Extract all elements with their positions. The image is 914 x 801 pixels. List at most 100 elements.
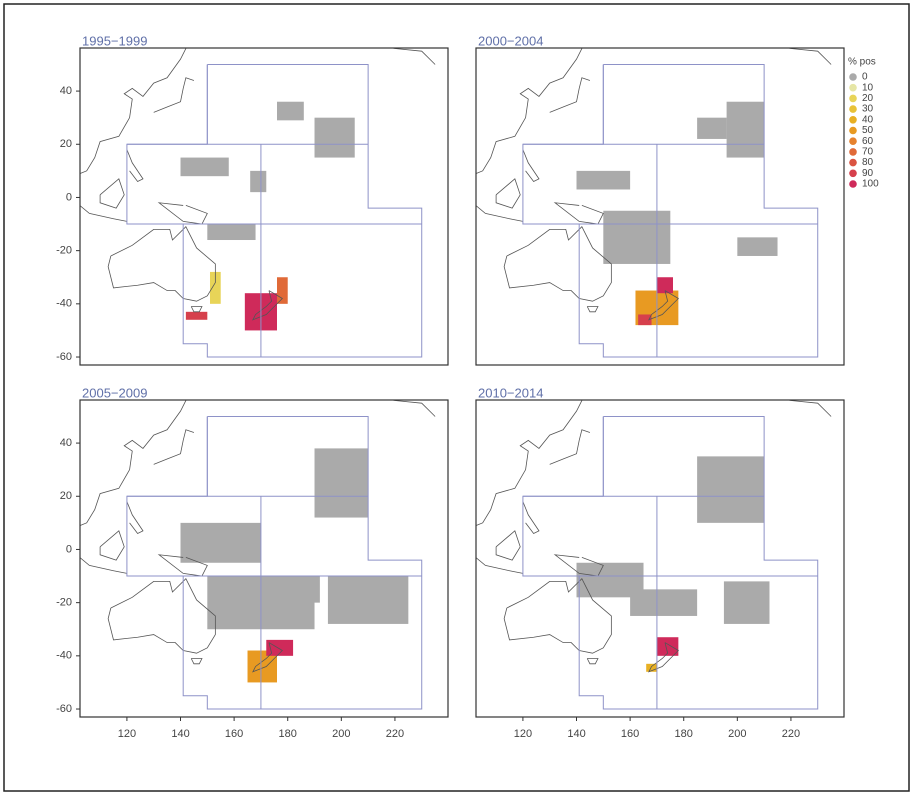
- y-tick-label: -60: [56, 703, 72, 715]
- y-tick-label: 40: [60, 437, 72, 449]
- x-tick-label: 160: [621, 728, 639, 740]
- cell-patch: [209, 271, 221, 304]
- cell-patch: [697, 456, 765, 523]
- map-panel: [476, 48, 832, 358]
- cell-patch: [276, 101, 304, 121]
- cell-patch: [656, 637, 679, 656]
- y-tick-label: 40: [60, 85, 72, 97]
- coastline: [549, 77, 591, 113]
- coastline: [153, 77, 195, 113]
- cell-patch: [697, 117, 727, 139]
- legend-label: 90: [862, 168, 874, 179]
- coastline: [786, 400, 832, 417]
- legend-swatch: [849, 158, 857, 167]
- legend-label: 0: [862, 72, 868, 83]
- coastline: [126, 501, 144, 535]
- panel-title: 2005−2009: [82, 385, 147, 400]
- plot-box: [475, 47, 845, 366]
- y-tick-label: 0: [66, 543, 72, 555]
- y-tick-label: -40: [56, 298, 72, 310]
- cell-patch: [603, 210, 671, 264]
- x-tick-label: 200: [332, 728, 350, 740]
- cell-patch: [185, 311, 208, 320]
- x-tick-label: 200: [728, 728, 746, 740]
- cell-patch: [207, 224, 256, 241]
- coastline: [252, 642, 284, 673]
- x-tick-label: 180: [279, 728, 297, 740]
- map-panel: [80, 400, 436, 710]
- coastline: [252, 290, 284, 321]
- cell-patch: [656, 277, 673, 294]
- x-tick-label: 180: [675, 728, 693, 740]
- coastline: [107, 226, 216, 302]
- x-tick-label: 120: [118, 728, 136, 740]
- cell-patch: [282, 576, 320, 603]
- y-tick-label: -20: [56, 245, 72, 257]
- coastline: [648, 642, 680, 673]
- coastline: [390, 48, 436, 65]
- y-tick-label: 20: [60, 490, 72, 502]
- map-panel: [80, 48, 436, 358]
- plot-box: [79, 47, 449, 366]
- legend-label: 100: [862, 179, 879, 190]
- cell-patch: [180, 157, 229, 177]
- cell-patch: [314, 448, 369, 518]
- legend-swatch: [849, 126, 857, 135]
- coastline: [549, 429, 591, 465]
- legend-label: 30: [862, 104, 874, 115]
- cell-patch: [314, 117, 355, 158]
- legend-label: 50: [862, 125, 874, 136]
- map-panel: [476, 400, 832, 710]
- coastline: [648, 290, 680, 321]
- cell-patch: [726, 101, 765, 158]
- coastline: [522, 149, 540, 183]
- cell-patch: [250, 170, 267, 193]
- coastline: [495, 530, 521, 561]
- cell-patch: [327, 576, 409, 624]
- legend-swatch: [849, 137, 857, 145]
- cell-patch: [646, 663, 657, 672]
- y-tick-label: -20: [56, 597, 72, 609]
- x-tick-label: 120: [514, 728, 532, 740]
- legend-label: 40: [862, 114, 874, 125]
- region-boundary: [522, 415, 819, 710]
- legend-swatch: [849, 73, 857, 81]
- coastline: [522, 501, 540, 535]
- coastline: [80, 557, 127, 574]
- cell-patch: [576, 170, 631, 190]
- coastline: [153, 429, 195, 465]
- x-tick-label: 160: [225, 728, 243, 740]
- legend-label: 60: [862, 136, 874, 147]
- legend-title: % pos: [848, 57, 876, 68]
- legend-swatch: [849, 169, 857, 178]
- y-tick-label: -60: [56, 351, 72, 363]
- legend-swatch: [849, 83, 857, 92]
- legend-label: 10: [862, 82, 874, 93]
- legend-label: 20: [862, 93, 874, 104]
- panel-title: 1995−1999: [82, 33, 147, 48]
- panel-title: 2010−2014: [478, 385, 543, 400]
- panel-title: 2000−2004: [478, 33, 543, 48]
- cell-patch: [638, 314, 652, 326]
- coastline: [495, 178, 521, 209]
- legend-label: 70: [862, 147, 874, 158]
- coastline: [476, 205, 523, 222]
- x-tick-label: 140: [567, 728, 585, 740]
- coastline: [503, 226, 612, 302]
- plot-box: [79, 399, 449, 718]
- coastline: [80, 400, 187, 526]
- coastline: [390, 400, 436, 417]
- y-tick-label: 20: [60, 138, 72, 150]
- legend-swatch: [849, 180, 857, 188]
- coastline: [157, 202, 208, 225]
- legend-label: 80: [862, 157, 874, 168]
- coastline: [503, 578, 612, 654]
- legend-swatch: [849, 105, 857, 113]
- coastline: [786, 48, 832, 65]
- x-tick-label: 220: [386, 728, 404, 740]
- y-tick-label: 0: [66, 191, 72, 203]
- coastline: [99, 178, 125, 209]
- coastline: [476, 557, 523, 574]
